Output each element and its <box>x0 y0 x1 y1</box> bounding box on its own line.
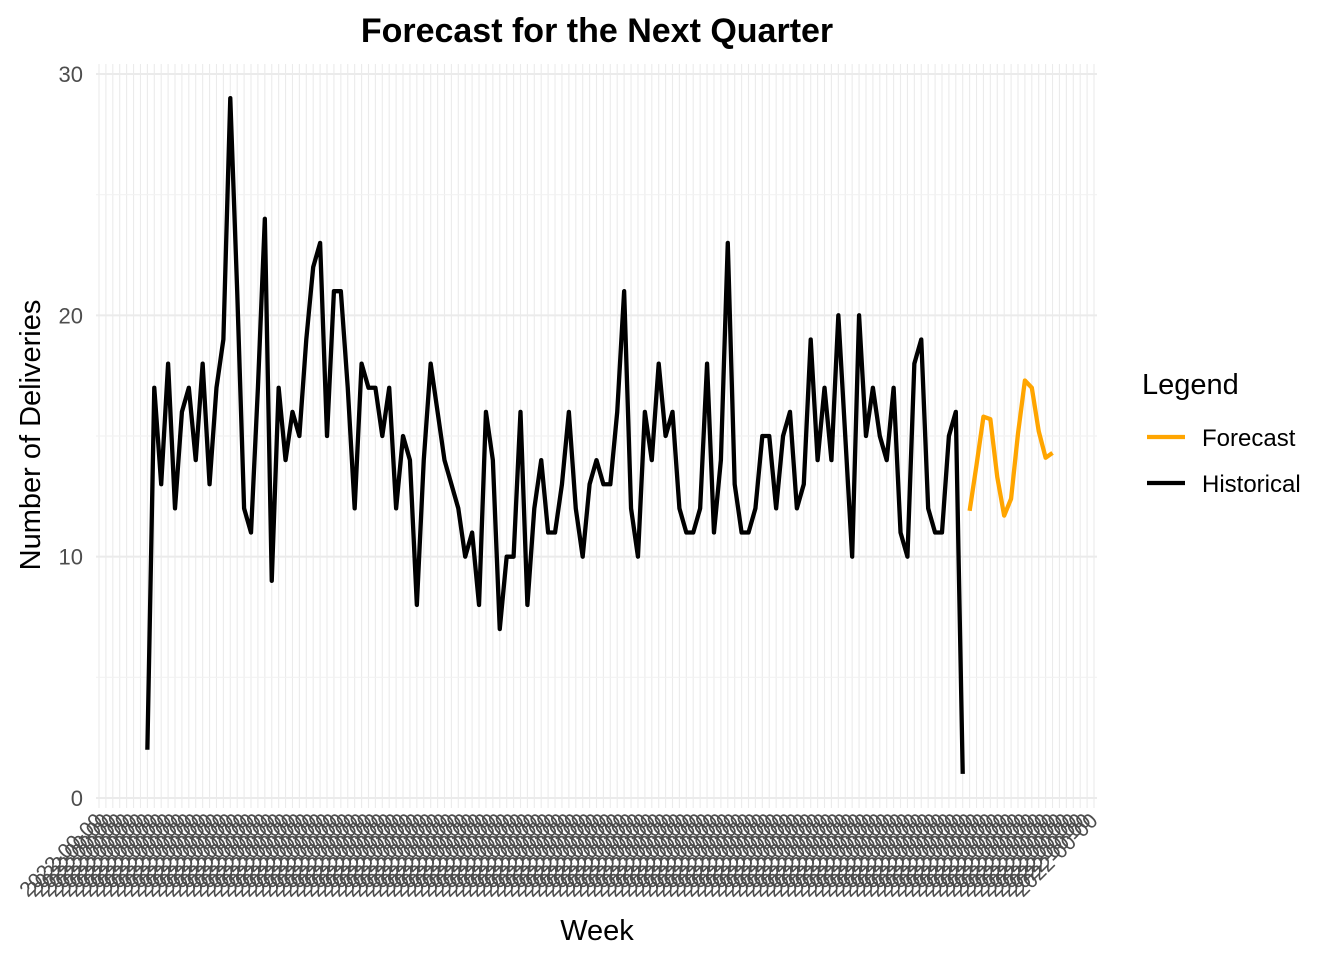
y-tick-label: 20 <box>59 303 83 328</box>
y-tick-label: 30 <box>59 62 83 87</box>
chart-title: Forecast for the Next Quarter <box>361 12 833 50</box>
y-tick-label: 10 <box>59 545 83 570</box>
legend-title: Legend <box>1142 369 1239 401</box>
minor-gridlines-y <box>96 194 1097 678</box>
x-axis-tick-labels: 2022-00-002022-00-002022-00-002022-00-00… <box>15 809 1102 901</box>
legend-label-forecast: Forecast <box>1202 425 1296 452</box>
legend: Legend Forecast Historical <box>1142 369 1301 498</box>
series-lines <box>145 95 1054 774</box>
series-line-historical <box>145 95 965 774</box>
x-axis-title: Week <box>560 915 634 947</box>
legend-label-historical: Historical <box>1202 471 1301 498</box>
y-axis-title: Number of Deliveries <box>15 300 47 571</box>
y-tick-label: 0 <box>71 786 83 811</box>
y-axis-tick-labels: 0 10 20 30 <box>59 62 83 811</box>
major-gridlines-y <box>96 73 1097 799</box>
series-line-forecast <box>967 378 1054 518</box>
